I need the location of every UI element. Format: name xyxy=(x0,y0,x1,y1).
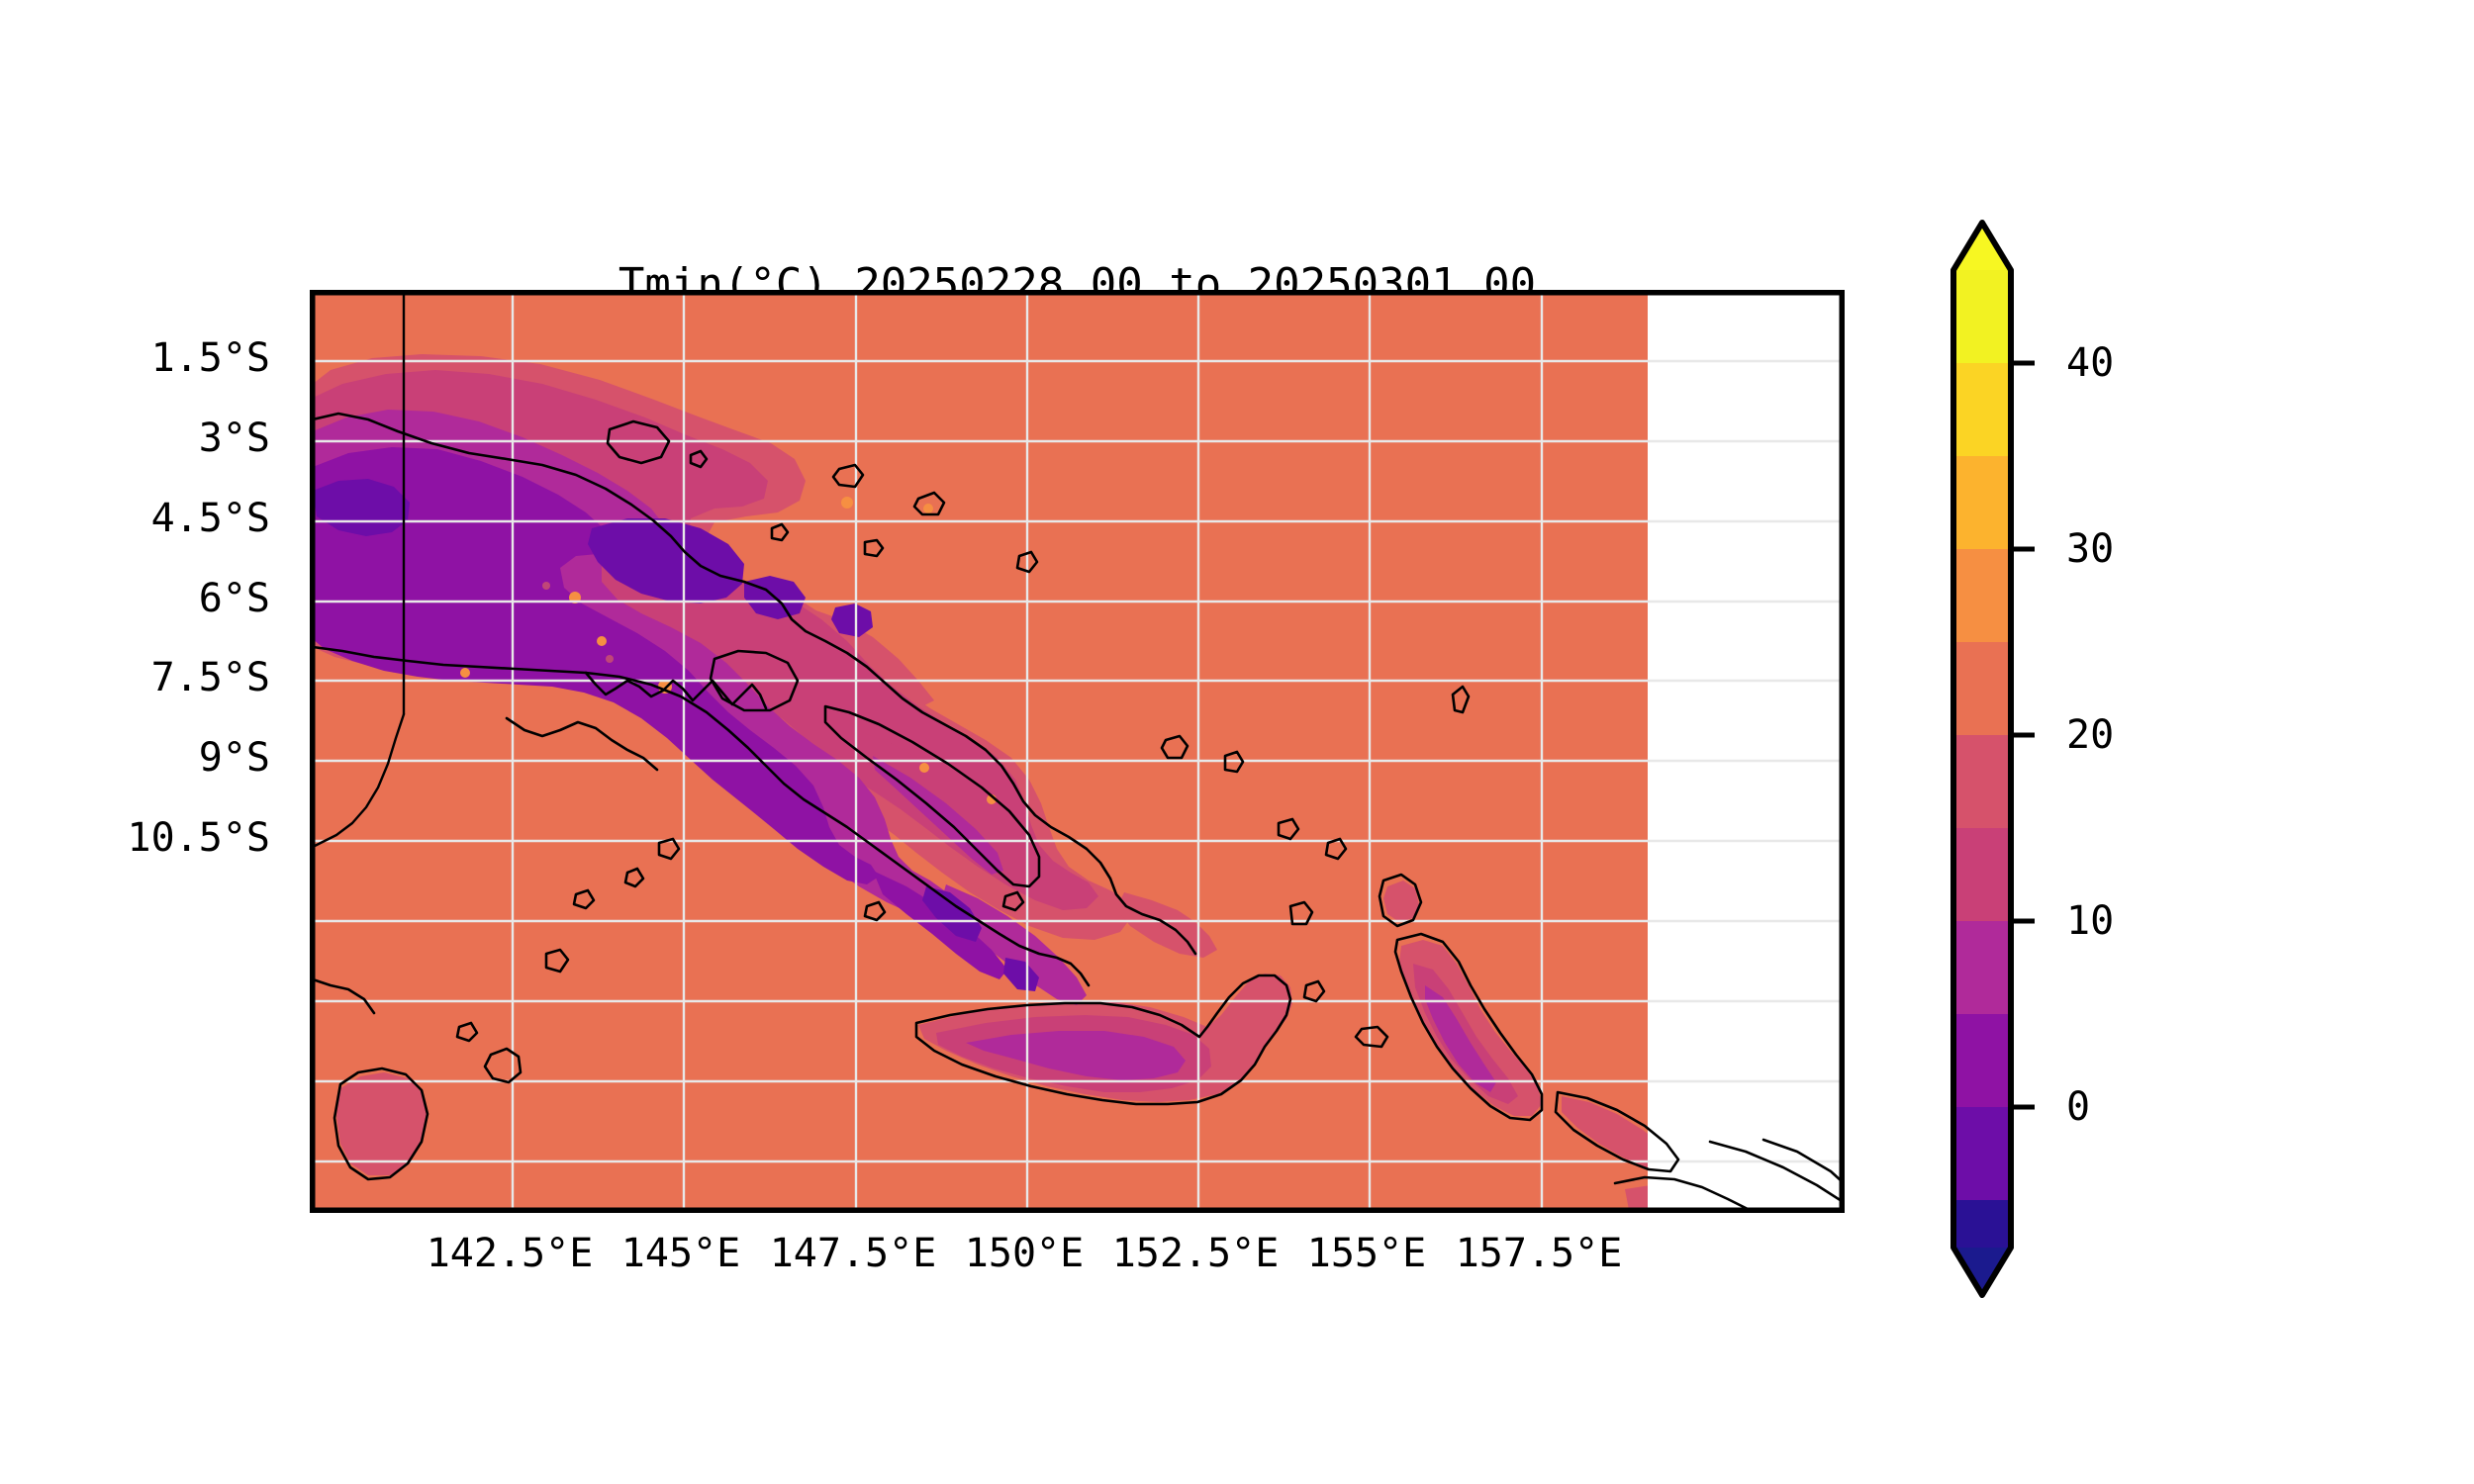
colorbar-tick-0: 0 xyxy=(2066,1084,2091,1130)
contour-cordillera-10-15 xyxy=(313,447,879,884)
islet-feni xyxy=(1324,837,1348,861)
y-tick-6: 10.5°S xyxy=(127,815,271,861)
colorbar-tick-40: 40 xyxy=(2066,340,2115,386)
coast-buka xyxy=(1378,873,1423,928)
islet-ninigo xyxy=(831,463,865,489)
x-tick-2: 147.5°E xyxy=(769,1231,937,1276)
cb-band-20-25 xyxy=(1953,735,2011,828)
cb-band-35-40 xyxy=(1953,363,2011,456)
contour-band-10-15 xyxy=(313,447,1007,979)
colorbar-tick-10: 10 xyxy=(2066,898,2115,944)
map-gridlines xyxy=(313,293,1842,1210)
islet-bagabag xyxy=(623,867,645,888)
coast-trobriand xyxy=(1288,900,1314,926)
coast-los-negros xyxy=(689,449,709,469)
contour-new-britain-spine xyxy=(966,1031,1186,1080)
coast-new-ireland xyxy=(823,704,1041,888)
colorbar-bands xyxy=(1953,223,2011,1295)
coast-new-britain xyxy=(914,974,1292,1106)
coast-band-new-georgia xyxy=(1625,1185,1648,1210)
coast-band-buka xyxy=(1383,881,1419,922)
islet-karkar xyxy=(657,837,681,861)
colorbar-tick-marks xyxy=(2011,360,2035,1110)
cb-band-30-35 xyxy=(1953,456,2011,549)
cb-band-25-30 xyxy=(1953,642,2011,735)
islet-manam xyxy=(544,948,570,974)
coast-manus xyxy=(606,419,671,465)
colorbar-outline xyxy=(1951,220,2014,1298)
colorbar-over-arrow xyxy=(1953,223,2011,270)
colorbar-under-arrow xyxy=(1953,1248,2011,1295)
x-tick-6: 157.5°E xyxy=(1455,1231,1623,1276)
islet-umboi xyxy=(1001,890,1025,912)
x-tick-1: 145°E xyxy=(620,1231,741,1276)
islet-lihir xyxy=(1223,750,1245,774)
y-tick-2: 4.5°S xyxy=(150,496,270,541)
coast-newguinea-south xyxy=(313,645,1091,987)
coast-band-choiseul xyxy=(1562,1096,1648,1168)
y-tick-5: 9°S xyxy=(198,735,270,781)
x-tick-5: 155°E xyxy=(1306,1231,1427,1276)
y-tick-0: 1.5°S xyxy=(150,335,270,381)
contour-core-victoria xyxy=(922,886,982,942)
cb-band-40-45 xyxy=(1953,270,2011,363)
islet-long xyxy=(572,888,596,910)
contour-bougainville-spine xyxy=(1425,985,1496,1092)
islet-sakar xyxy=(863,900,887,922)
islet-hermit xyxy=(770,522,790,542)
coast-isabel-outer xyxy=(1708,1140,1842,1203)
islet-wuvulu xyxy=(1015,550,1039,574)
contour-core-bismarck xyxy=(831,603,873,637)
colorbar: 40 30 20 10 0 xyxy=(1940,173,2434,1321)
x-tick-0: 142.5°E xyxy=(426,1231,594,1276)
coast-santa-isabel xyxy=(1613,1175,1752,1210)
cb-band-15-20b xyxy=(1953,828,2011,921)
islet-tanga xyxy=(1277,817,1300,841)
border-fly-river xyxy=(313,712,406,849)
islet-mussau xyxy=(912,491,946,516)
y-tick-3: 6°S xyxy=(198,576,270,621)
contour-lowland-specks xyxy=(542,582,614,663)
coast-malaita xyxy=(1761,1138,1842,1183)
islet-nuguria xyxy=(1451,685,1471,714)
map-plot-area xyxy=(313,293,1842,1210)
contour-owen-stanley-10-15 xyxy=(873,871,1007,979)
cb-band-15-20 xyxy=(1953,921,2011,1014)
x-tick-4: 152.5°E xyxy=(1111,1231,1280,1276)
coast-bougainville xyxy=(1393,932,1544,1122)
islet-tabar xyxy=(1160,734,1189,760)
cb-band-25-30b xyxy=(1953,549,2011,642)
coastlines xyxy=(313,293,1842,1210)
contour-core-hagen xyxy=(588,518,744,603)
y-axis-tick-labels: 1.5°S 3°S 4.5°S 6°S 7.5°S 9°S 10.5°S xyxy=(0,290,292,1213)
coast-fly-delta xyxy=(505,716,659,772)
islet-emirau xyxy=(863,538,885,558)
y-tick-4: 7.5°S xyxy=(150,655,270,700)
islet-daru xyxy=(455,1021,479,1043)
contour-owen-stanley-15-20 xyxy=(940,884,1087,1005)
coast-cape-york xyxy=(333,1067,429,1181)
coast-gulf-of-papua xyxy=(584,671,768,710)
contour-core-suckling xyxy=(1003,958,1039,991)
islet-kiriwina xyxy=(1354,1025,1389,1049)
cb-band-bottom xyxy=(1953,1200,2011,1248)
x-tick-3: 150°E xyxy=(964,1231,1085,1276)
colorbar-gradient xyxy=(1951,220,2035,1298)
cb-band-5-10 xyxy=(1953,1107,2011,1200)
islet-woodlark xyxy=(1302,979,1326,1003)
islet-kiwai xyxy=(483,1047,523,1084)
coast-newguinea-north xyxy=(313,412,1197,956)
y-tick-1: 3°S xyxy=(198,416,270,461)
map-panel xyxy=(310,290,1845,1213)
coast-choiseul xyxy=(1554,1090,1680,1173)
x-axis-tick-labels: 142.5°E 145°E 147.5°E 150°E 152.5°E 155°… xyxy=(310,1231,1845,1290)
coast-band-cape-york xyxy=(336,1072,428,1175)
cb-band-10-15 xyxy=(1953,1014,2011,1107)
coast-torres xyxy=(313,977,376,1015)
coast-new-hanover xyxy=(709,649,800,712)
colorbar-tick-30: 30 xyxy=(2066,526,2115,572)
colorbar-tick-20: 20 xyxy=(2066,712,2115,758)
